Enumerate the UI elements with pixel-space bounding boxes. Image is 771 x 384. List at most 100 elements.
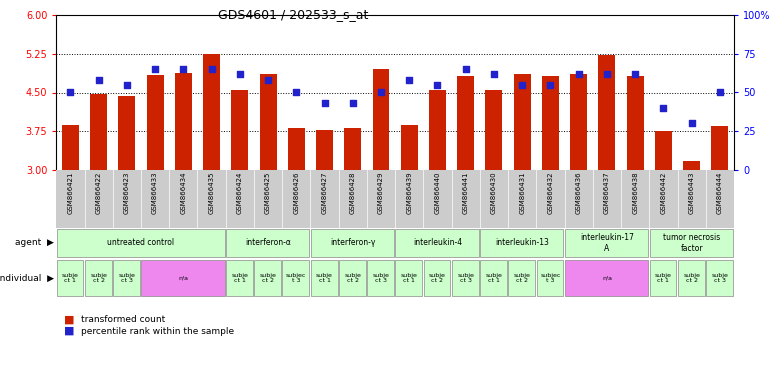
Bar <box>649 260 676 296</box>
Text: GDS4601 / 202533_s_at: GDS4601 / 202533_s_at <box>217 8 369 21</box>
Text: subje
ct 1: subje ct 1 <box>401 273 418 283</box>
Point <box>657 105 669 111</box>
Point <box>149 66 161 72</box>
Bar <box>486 90 503 170</box>
Text: subje
ct 1: subje ct 1 <box>231 273 248 283</box>
Text: subje
ct 3: subje ct 3 <box>372 273 389 283</box>
Text: GSM866433: GSM866433 <box>152 172 158 214</box>
Text: agent  ▶: agent ▶ <box>15 238 54 248</box>
Point <box>64 89 76 96</box>
Text: n/a: n/a <box>602 275 612 280</box>
Text: GSM866427: GSM866427 <box>322 172 328 214</box>
Bar <box>571 74 588 170</box>
Text: GSM866421: GSM866421 <box>67 172 73 214</box>
Text: interferon-α: interferon-α <box>245 238 291 248</box>
Text: GSM866422: GSM866422 <box>96 172 102 214</box>
Bar <box>231 90 248 170</box>
Bar <box>367 260 394 296</box>
Bar <box>282 260 309 296</box>
Text: subje
ct 1: subje ct 1 <box>486 273 503 283</box>
Bar <box>429 90 446 170</box>
Text: GSM866436: GSM866436 <box>576 172 581 214</box>
Text: GSM866429: GSM866429 <box>378 172 384 214</box>
Text: n/a: n/a <box>178 275 188 280</box>
Text: GSM866438: GSM866438 <box>632 172 638 214</box>
Text: subje
ct 2: subje ct 2 <box>683 273 700 283</box>
Text: GSM866432: GSM866432 <box>547 172 554 214</box>
Text: ■: ■ <box>64 314 75 324</box>
Point <box>93 77 105 83</box>
Point <box>177 66 190 72</box>
Text: GSM866439: GSM866439 <box>406 172 412 214</box>
Point <box>262 77 274 83</box>
Bar <box>316 130 333 170</box>
Bar <box>423 260 450 296</box>
Bar <box>345 127 362 170</box>
Text: subje
ct 1: subje ct 1 <box>655 273 672 283</box>
Point <box>685 121 698 127</box>
Bar <box>537 260 564 296</box>
Bar <box>85 260 112 296</box>
Text: percentile rank within the sample: percentile rank within the sample <box>81 326 234 336</box>
Text: GSM866423: GSM866423 <box>124 172 130 214</box>
Text: GSM866443: GSM866443 <box>689 172 695 214</box>
Point <box>460 66 472 72</box>
Text: subje
ct 3: subje ct 3 <box>712 273 729 283</box>
Bar <box>712 126 729 170</box>
Text: GSM866442: GSM866442 <box>661 172 666 214</box>
Text: GSM866431: GSM866431 <box>519 172 525 214</box>
Bar <box>203 54 220 170</box>
Bar <box>288 127 305 170</box>
Bar <box>508 260 535 296</box>
Point <box>375 89 387 96</box>
Text: interleukin-17
A: interleukin-17 A <box>580 233 634 253</box>
Text: subje
ct 3: subje ct 3 <box>119 273 136 283</box>
Point <box>544 82 557 88</box>
Bar <box>113 260 140 296</box>
Point <box>347 100 359 106</box>
Bar <box>513 74 530 170</box>
Text: GSM866424: GSM866424 <box>237 172 243 214</box>
Bar <box>480 229 564 257</box>
Bar <box>457 76 474 170</box>
Text: GSM866440: GSM866440 <box>435 172 440 214</box>
Text: subje
ct 1: subje ct 1 <box>316 273 333 283</box>
Bar <box>649 229 733 257</box>
Text: ■: ■ <box>64 326 75 336</box>
Bar <box>542 76 559 170</box>
Bar <box>260 74 277 170</box>
Bar <box>683 161 700 170</box>
Bar <box>396 260 423 296</box>
Point <box>516 82 528 88</box>
Bar <box>598 55 615 170</box>
Text: interleukin-4: interleukin-4 <box>413 238 462 248</box>
Bar <box>56 229 224 257</box>
Text: GSM866437: GSM866437 <box>604 172 610 214</box>
Text: subje
ct 1: subje ct 1 <box>62 273 79 283</box>
Text: interferon-γ: interferon-γ <box>330 238 375 248</box>
Bar <box>226 229 309 257</box>
Text: subjec
t 3: subjec t 3 <box>286 273 307 283</box>
Text: GSM866444: GSM866444 <box>717 172 723 214</box>
Bar <box>372 69 389 170</box>
Text: GSM866435: GSM866435 <box>209 172 214 214</box>
Bar <box>396 229 479 257</box>
Bar <box>706 260 733 296</box>
Bar <box>401 125 418 170</box>
Point <box>601 71 613 77</box>
Text: subje
ct 3: subje ct 3 <box>457 273 474 283</box>
Text: untreated control: untreated control <box>107 238 174 248</box>
Bar <box>90 94 107 170</box>
Text: GSM866430: GSM866430 <box>491 172 497 214</box>
Text: GSM866434: GSM866434 <box>180 172 187 214</box>
Bar <box>62 124 79 170</box>
Bar <box>565 260 648 296</box>
Bar <box>311 260 338 296</box>
Text: transformed count: transformed count <box>81 315 165 324</box>
Bar <box>146 75 163 170</box>
Point <box>488 71 500 77</box>
Text: GSM866441: GSM866441 <box>463 172 469 214</box>
Point <box>234 71 246 77</box>
Bar <box>141 260 224 296</box>
Bar <box>56 260 83 296</box>
